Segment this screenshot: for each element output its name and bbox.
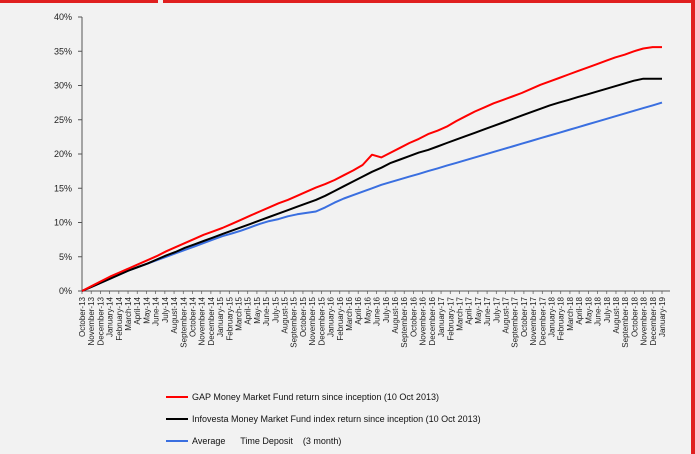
x-tick-label: June-17 bbox=[483, 296, 492, 325]
y-axis: 0% 5% 10% 15% 20% 25% 30% 35% 40% bbox=[54, 12, 83, 296]
right-border bbox=[691, 0, 695, 454]
top-border-left bbox=[0, 0, 158, 3]
x-tick-label: April-16 bbox=[354, 296, 363, 324]
x-tick-label: May-18 bbox=[584, 296, 593, 323]
x-tick-label: March-14 bbox=[124, 296, 133, 330]
x-tick-label: May-15 bbox=[253, 296, 262, 323]
x-tick-label: September-16 bbox=[400, 296, 409, 347]
infovesta-index-line bbox=[81, 77, 662, 292]
x-tick-label: October-14 bbox=[188, 296, 197, 337]
x-tick-label: July-16 bbox=[382, 296, 391, 322]
x-tick-label: May-16 bbox=[363, 296, 372, 323]
x-tick-label: November-17 bbox=[529, 296, 538, 345]
y-tick-label: 0% bbox=[59, 286, 72, 296]
x-tick-label: May-14 bbox=[142, 296, 151, 323]
x-tick-label: November-16 bbox=[419, 296, 428, 345]
y-tick-label: 30% bbox=[54, 81, 72, 91]
x-tick-label: June-14 bbox=[152, 296, 161, 325]
x-tick-label: July-14 bbox=[161, 296, 170, 322]
x-tick-label: November-18 bbox=[640, 296, 649, 345]
x-tick-label: February-16 bbox=[336, 296, 345, 340]
legend-time-deposit-label: Average Time Deposit (3 month) bbox=[192, 436, 341, 446]
y-tick-label: 25% bbox=[54, 115, 72, 125]
x-tick-label: January-18 bbox=[548, 296, 557, 337]
gap-fund-line bbox=[81, 46, 662, 292]
x-tick-label: January-19 bbox=[658, 296, 667, 337]
x-tick-label: July-15 bbox=[271, 296, 280, 322]
x-tick-label: March-16 bbox=[345, 296, 354, 330]
x-tick-label: December-17 bbox=[538, 296, 547, 345]
x-tick-label: December-16 bbox=[428, 296, 437, 345]
x-tick-label: November-14 bbox=[198, 296, 207, 345]
x-tick-label: December-18 bbox=[649, 296, 658, 345]
x-tick-label: February-18 bbox=[557, 296, 566, 340]
x-axis: October-13 November-13 December-13 January-… bbox=[78, 290, 670, 348]
y-tick-label: 20% bbox=[54, 149, 72, 159]
x-tick-label: February-14 bbox=[115, 296, 124, 340]
x-tick-label: April-14 bbox=[133, 296, 142, 324]
x-tick-label: May-17 bbox=[474, 296, 483, 323]
x-tick-label: June-16 bbox=[373, 296, 382, 325]
x-tick-label: December-15 bbox=[317, 296, 326, 345]
x-tick-label: April-18 bbox=[575, 296, 584, 324]
x-tick-label: October-13 bbox=[78, 296, 87, 337]
y-tick-label: 5% bbox=[59, 252, 72, 262]
x-tick-label: August-18 bbox=[612, 296, 621, 333]
x-tick-label: December-14 bbox=[207, 296, 216, 345]
x-tick-label: February-15 bbox=[225, 296, 234, 340]
x-tick-label: January-16 bbox=[327, 296, 336, 337]
x-tick-label: June-18 bbox=[594, 296, 603, 325]
x-tick-label: August-15 bbox=[281, 296, 290, 333]
y-tick-label: 35% bbox=[54, 46, 72, 56]
x-tick-label: March-17 bbox=[455, 296, 464, 330]
x-tick-label: November-15 bbox=[308, 296, 317, 345]
x-tick-label: October-18 bbox=[630, 296, 639, 337]
y-tick-label: 40% bbox=[54, 12, 72, 22]
x-tick-label: October-17 bbox=[520, 296, 529, 337]
top-border-right bbox=[163, 0, 695, 3]
legend-gap-fund-label: GAP Money Market Fund return since incep… bbox=[192, 392, 439, 402]
x-tick-label: July-17 bbox=[492, 296, 501, 322]
x-tick-label: August-14 bbox=[170, 296, 179, 333]
y-tick-label: 15% bbox=[54, 183, 72, 193]
x-tick-label: July-18 bbox=[603, 296, 612, 322]
x-tick-label: August-17 bbox=[501, 296, 510, 333]
x-tick-label: September-15 bbox=[290, 296, 299, 347]
x-tick-label: October-15 bbox=[299, 296, 308, 337]
plot-area bbox=[81, 46, 663, 292]
x-tick-label: January-14 bbox=[106, 296, 115, 337]
x-tick-label: September-17 bbox=[511, 296, 520, 347]
x-tick-label: November-13 bbox=[87, 296, 96, 345]
x-tick-label: September-18 bbox=[621, 296, 630, 347]
x-tick-label: December-13 bbox=[96, 296, 105, 345]
x-tick-label: January-17 bbox=[437, 296, 446, 337]
x-tick-label: January-15 bbox=[216, 296, 225, 337]
x-tick-label: June-15 bbox=[262, 296, 271, 325]
x-tick-label: March-15 bbox=[235, 296, 244, 330]
legend: GAP Money Market Fund return since incep… bbox=[166, 392, 481, 446]
x-tick-label: February-17 bbox=[446, 296, 455, 340]
x-tick-label: April-15 bbox=[244, 296, 253, 324]
legend-infovesta-index-label: Infovesta Money Market Fund index return… bbox=[192, 414, 481, 424]
x-tick-label: September-14 bbox=[179, 296, 188, 347]
y-tick-label: 10% bbox=[54, 218, 72, 228]
x-tick-label: March-18 bbox=[566, 296, 575, 330]
x-tick-label: April-17 bbox=[465, 296, 474, 324]
time-deposit-line bbox=[81, 101, 663, 292]
x-tick-label: August-16 bbox=[391, 296, 400, 333]
x-tick-label: October-16 bbox=[409, 296, 418, 337]
